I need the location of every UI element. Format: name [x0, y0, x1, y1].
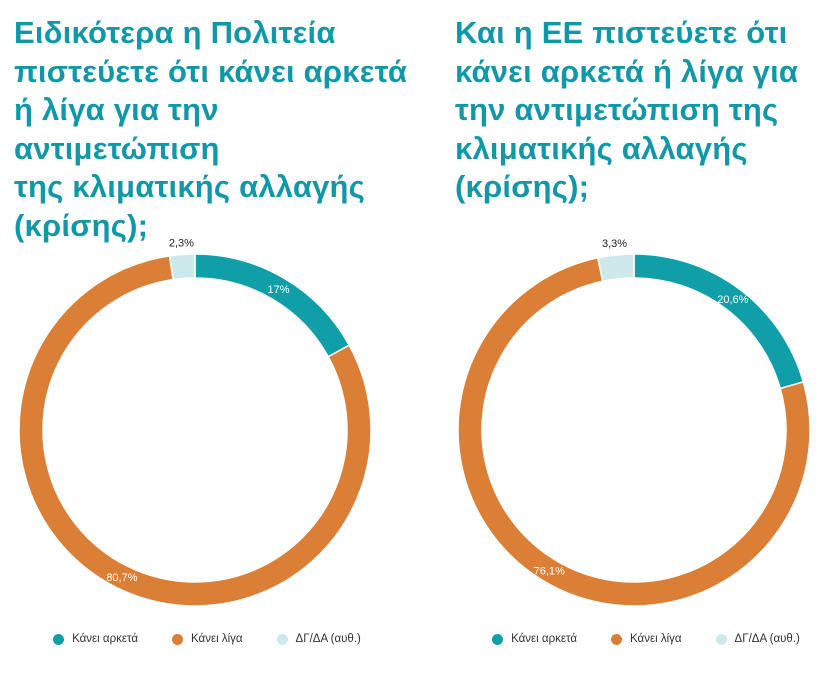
- legend-item-kanei-arketa: Κάνει αρκετά: [53, 633, 138, 645]
- segment-kanei-arketa: [633, 253, 805, 390]
- chart-legend: Κάνει αρκετά Κάνει λίγα ΔΓ/ΔΑ (αυθ.): [439, 633, 829, 645]
- legend-swatch: [276, 633, 288, 645]
- legend-swatch: [715, 633, 727, 645]
- legend-swatch: [53, 633, 65, 645]
- legend-label: Κάνει αρκετά: [72, 633, 139, 645]
- segment-kanei-arketa: [194, 253, 351, 358]
- legend-swatch: [172, 633, 184, 645]
- label-dg-da: 2,3%: [169, 237, 194, 249]
- label-kanei-arketa: 20,6%: [717, 294, 748, 306]
- chart-title: Και η ΕΕ πιστεύετε ότι κάνει αρκετά ή λί…: [455, 15, 799, 204]
- chart-panel-left: Ειδικότερα η Πολιτεία πιστεύετε ότι κάνε…: [0, 0, 414, 679]
- legend-item-dg-da: ΔΓ/ΔΑ (αυθ.): [276, 633, 361, 645]
- legend-label: ΔΓ/ΔΑ (αυθ.): [295, 633, 361, 645]
- legend-label: Κάνει αρκετά: [511, 633, 578, 645]
- legend-item-dg-da: ΔΓ/ΔΑ (αυθ.): [715, 633, 800, 645]
- legend-swatch: [492, 633, 504, 645]
- legend-label: ΔΓ/ΔΑ (αυθ.): [734, 633, 800, 645]
- donut-chart-eu: 20,6% 76,1% 3,3%: [457, 238, 811, 607]
- legend-item-kanei-liga: Κάνει λίγα: [172, 633, 243, 645]
- donut-chart-state: 17% 80,7% 2,3%: [18, 237, 372, 607]
- chart-title: Ειδικότερα η Πολιτεία πιστεύετε ότι κάνε…: [14, 15, 408, 243]
- legend-swatch: [611, 633, 623, 645]
- legend-label: Κάνει λίγα: [630, 633, 682, 645]
- segment-kanei-liga: [457, 256, 811, 607]
- label-kanei-arketa: 17%: [267, 284, 289, 296]
- segment-dg-da: [168, 253, 196, 281]
- label-kanei-liga: 76,1%: [534, 565, 565, 577]
- chart-panel-right: Και η ΕΕ πιστεύετε ότι κάνει αρκετά ή λί…: [439, 0, 829, 679]
- legend-item-kanei-liga: Κάνει λίγα: [611, 633, 682, 645]
- chart-legend: Κάνει αρκετά Κάνει λίγα ΔΓ/ΔΑ (αυθ.): [0, 633, 414, 645]
- label-dg-da: 3,3%: [602, 238, 627, 250]
- segment-dg-da: [596, 253, 635, 283]
- legend-label: Κάνει λίγα: [191, 633, 243, 645]
- legend-item-kanei-arketa: Κάνει αρκετά: [492, 633, 577, 645]
- label-kanei-liga: 80,7%: [106, 572, 137, 584]
- segment-kanei-liga: [18, 254, 372, 607]
